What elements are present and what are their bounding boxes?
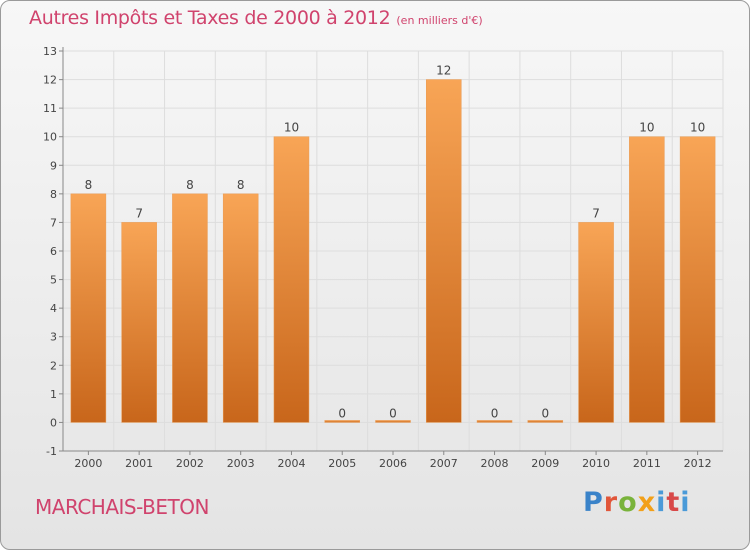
bar [121, 222, 157, 423]
bar [527, 420, 564, 423]
data-label: 0 [491, 406, 499, 420]
bar [578, 222, 614, 423]
data-label: 7 [135, 206, 143, 220]
y-tick-label: 10 [43, 131, 57, 144]
logo-letter: o [618, 487, 638, 518]
bar [222, 193, 259, 423]
y-tick-label: 12 [43, 74, 57, 87]
chart-unit: (en milliers d'€) [396, 14, 483, 27]
y-tick-label: 9 [50, 159, 57, 172]
bar [629, 136, 665, 423]
bar [70, 193, 107, 423]
y-tick-label: 0 [50, 416, 57, 429]
y-tick-label: 7 [50, 216, 57, 229]
y-tick-label: 13 [43, 45, 57, 58]
logo-letter: x [637, 487, 657, 518]
x-tick-label: 2003 [227, 457, 255, 470]
x-tick-label: 2006 [379, 457, 407, 470]
logo-letter: i [680, 487, 691, 518]
data-label: 12 [436, 64, 451, 78]
bar [273, 136, 310, 423]
x-tick-label: 2000 [74, 457, 102, 470]
x-tick-label: 2012 [684, 457, 712, 470]
x-tick-label: 2008 [481, 457, 509, 470]
y-tick-label: 4 [50, 302, 57, 315]
grid-lines [62, 50, 724, 452]
data-label: 10 [690, 121, 705, 135]
x-tick-label: 2004 [277, 457, 305, 470]
data-label: 0 [541, 406, 549, 420]
y-tick-label: 5 [50, 274, 57, 287]
bar [172, 193, 208, 423]
y-tick-label: 8 [50, 188, 57, 201]
data-label: 8 [85, 178, 93, 192]
bar [476, 420, 513, 423]
proxiti-logo: Proxiti [583, 487, 691, 518]
y-tick-label: 11 [43, 102, 57, 115]
y-tick-label: -1 [46, 445, 57, 458]
y-tick-label: 1 [50, 388, 57, 401]
logo-letter: i [656, 487, 667, 518]
x-tick-label: 2005 [328, 457, 356, 470]
bar [375, 420, 411, 423]
x-tick-label: 2011 [633, 457, 661, 470]
data-label: 10 [284, 121, 299, 135]
bar [679, 136, 716, 423]
bar [324, 420, 360, 423]
x-tick-label: 2009 [531, 457, 559, 470]
x-tick-label: 2007 [430, 457, 458, 470]
bars [70, 79, 716, 423]
data-label: 8 [186, 178, 194, 192]
y-tick-label: 2 [50, 359, 57, 372]
y-tick-label: 6 [50, 245, 57, 258]
data-labels: 8 7 8 8 10 0 0 12 0 0 7 10 10 [85, 64, 706, 421]
x-tick-label: 2001 [125, 457, 153, 470]
data-label: 10 [639, 121, 654, 135]
data-label: 7 [592, 206, 600, 220]
data-label: 8 [237, 178, 245, 192]
data-label: 0 [389, 406, 397, 420]
x-tick-label: 2010 [582, 457, 610, 470]
chart-title: Autres Impôts et Taxes de 2000 à 2012 (en… [29, 7, 483, 29]
x-tick-label: 2002 [176, 457, 204, 470]
chart-title-text: Autres Impôts et Taxes de 2000 à 2012 [29, 7, 391, 29]
commune-name: MARCHAIS-BETON [35, 495, 209, 519]
logo-letter: P [583, 487, 604, 518]
bar [426, 79, 462, 423]
data-label: 0 [338, 406, 346, 420]
y-tick-label: 3 [50, 331, 57, 344]
logo-letter: r [603, 487, 619, 518]
logo-letter: t [666, 487, 681, 518]
